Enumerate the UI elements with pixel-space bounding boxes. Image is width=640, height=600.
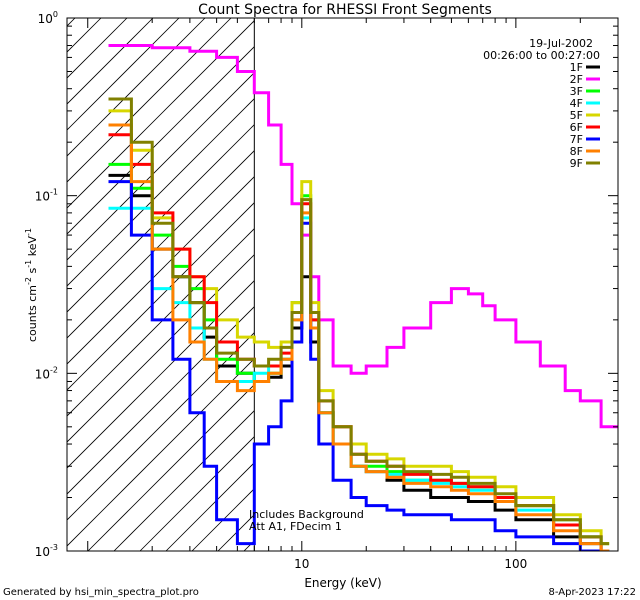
hatch-line [67, 150, 255, 339]
hatch-line [67, 254, 255, 443]
legend-label-1F: 1F [570, 61, 583, 74]
x-tick-label: 10 [294, 557, 309, 571]
hatch-line [67, 332, 255, 521]
y-axis-label: counts cm-2 s-1 keV-1 [24, 228, 39, 342]
x-tick-label: 100 [504, 557, 527, 571]
hatch-line [67, 124, 255, 313]
annotation-attenuator: Att A1, FDecim 1 [249, 520, 342, 533]
hatch-line [67, 72, 255, 261]
series-7F-line [108, 180, 610, 551]
generated-by-label: Generated by hsi_min_spectra_plot.pro [3, 587, 199, 598]
legend-label-8F: 8F [570, 145, 583, 158]
y-tick-label: 10-3 [35, 543, 58, 559]
timestamp-label: 8-Apr-2023 17:22 [549, 587, 636, 598]
y-tick-label: 100 [38, 10, 58, 26]
hatch-line [67, 98, 255, 287]
legend-label-6F: 6F [570, 121, 583, 134]
hatch-line [67, 358, 255, 547]
hatch-line [67, 18, 206, 157]
hatch-line [87, 384, 255, 551]
hatch-line [67, 306, 255, 495]
hatch-line [67, 20, 255, 209]
y-tick-label: 10-2 [35, 365, 58, 381]
legend-label-3F: 3F [570, 85, 583, 98]
hatch-line [67, 18, 232, 183]
x-axis-label: Energy (keV) [304, 576, 381, 590]
annotation-background: Includes Background [249, 508, 364, 521]
legend-label-5F: 5F [570, 109, 583, 122]
y-tick-label: 10-1 [35, 188, 58, 204]
hatch-line [67, 176, 255, 365]
series-2F-line [108, 44, 618, 429]
time-range-label: 00:26:00 to 00:27:00 [483, 49, 600, 62]
date-label: 19-Jul-2002 [529, 37, 593, 50]
hatch-line [67, 228, 255, 417]
series-layer [108, 44, 618, 551]
plot-frame [66, 17, 619, 552]
series-9F-line [108, 97, 610, 546]
hatch-line [67, 280, 255, 469]
axis-ticks: 10 100 100 10-1 10-2 10-3 [35, 10, 619, 571]
legend-label-7F: 7F [570, 133, 583, 146]
legend-label-9F: 9F [570, 157, 583, 170]
hatch-line [67, 18, 180, 131]
hatch-line [67, 46, 255, 235]
legend-label-2F: 2F [570, 73, 583, 86]
hatch-line [139, 436, 255, 551]
legend-label-4F: 4F [570, 97, 583, 110]
chart-title: Count Spectra for RHESSI Front Segments [198, 2, 492, 18]
